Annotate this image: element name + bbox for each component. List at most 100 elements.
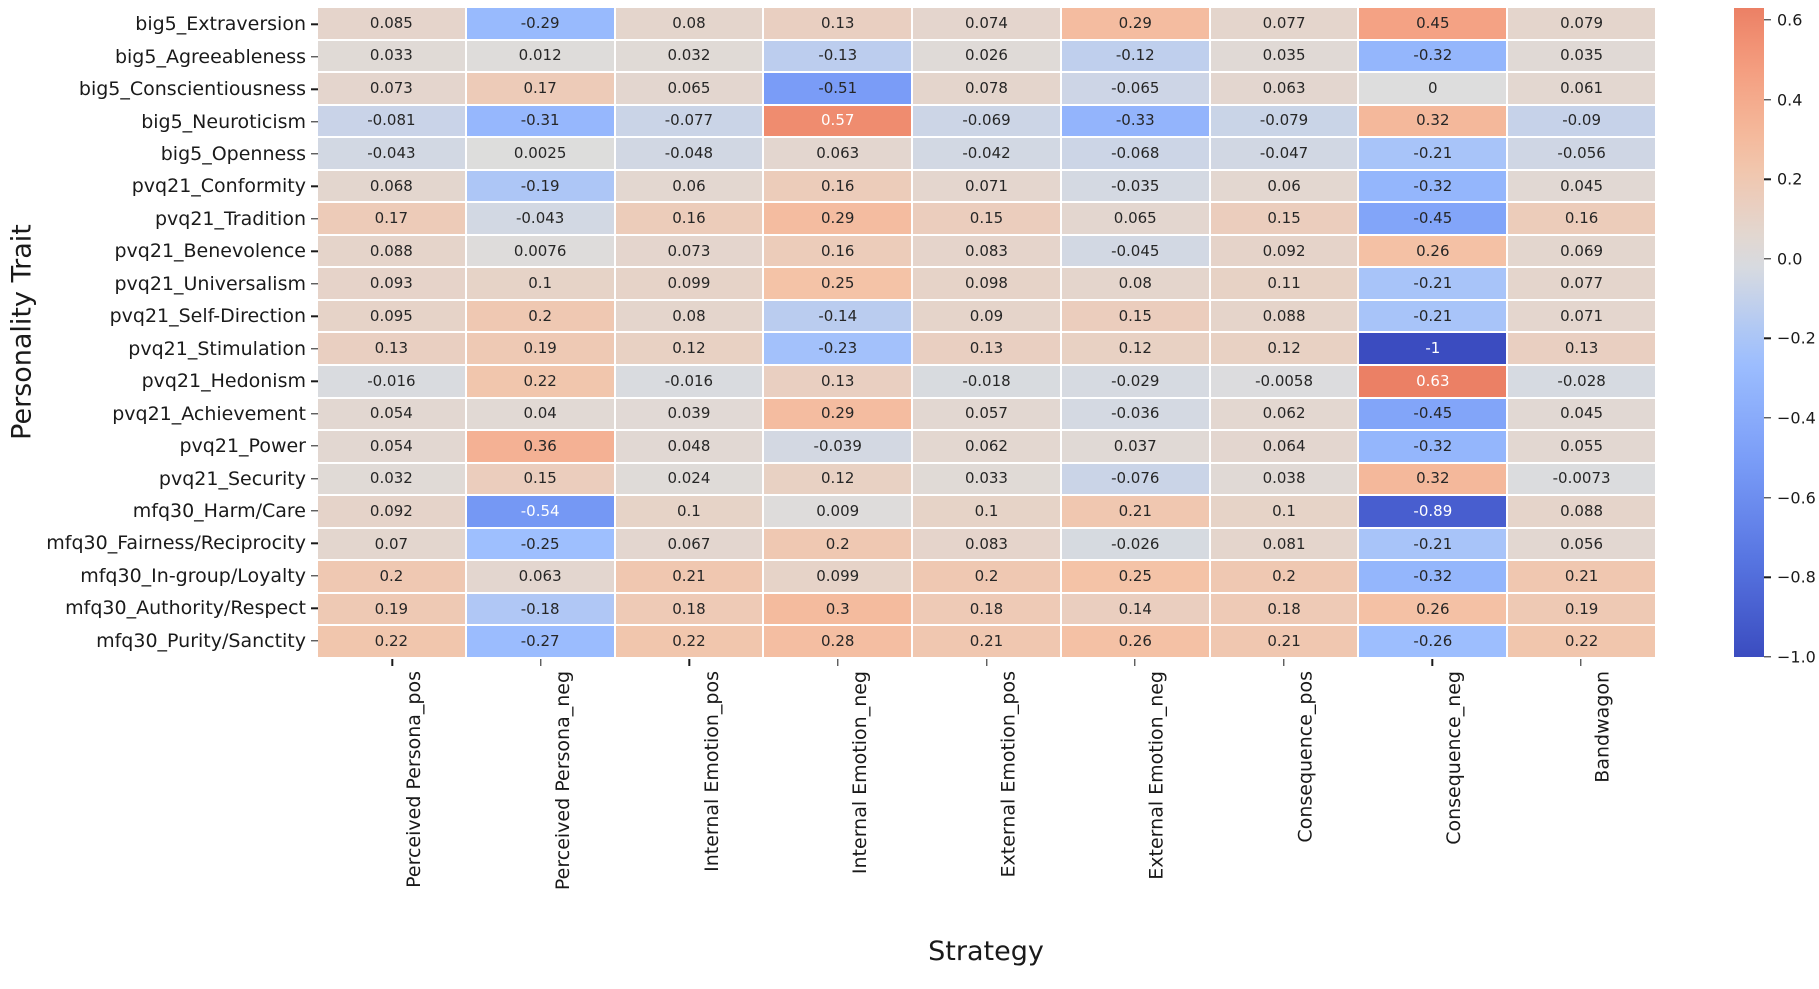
cell-value: -0.21: [1413, 306, 1453, 325]
cell-value: -0.21: [1413, 274, 1453, 293]
y-tick-mark: [311, 412, 318, 415]
y-tick-mark: [311, 510, 318, 512]
heatmap-cell: -0.21: [1359, 268, 1507, 299]
cell-value: 0.07: [374, 534, 409, 553]
heatmap-cell: 0.25: [1061, 561, 1209, 592]
x-tick-label: Consequence_pos: [1294, 671, 1317, 843]
heatmap-cell: -0.19: [466, 170, 614, 202]
cell-value: -0.016: [367, 371, 416, 390]
y-tick-label: pvq21_Tradition: [154, 207, 306, 230]
heatmap-cell: 0.29: [764, 203, 912, 234]
cell-value: 0.065: [1113, 209, 1157, 228]
y-tick-mark: [311, 88, 318, 90]
heatmap-cell: -0.32: [1359, 40, 1507, 72]
cell-value: 0.19: [374, 599, 409, 618]
heatmap-cell: 0.08: [615, 300, 763, 332]
cell-value: -0.056: [1557, 143, 1606, 162]
heatmap-cell: 0.048: [615, 431, 763, 462]
y-tick-mark: [311, 218, 318, 220]
cell-value: 0.035: [1560, 46, 1604, 65]
heatmap-cell: 0.071: [1508, 300, 1655, 332]
heatmap-cell: 0.06: [615, 170, 763, 202]
cell-value: 0: [1428, 78, 1438, 97]
y-tick-label: big5_Conscientiousness: [78, 78, 306, 101]
y-tick-label: pvq21_Achievement: [112, 402, 306, 425]
heatmap-cell: -0.51: [764, 73, 912, 104]
cell-value: 0.026: [965, 46, 1008, 65]
cell-value: 0.09: [969, 306, 1004, 325]
heatmap-cell: 0.18: [615, 593, 763, 625]
heatmap-cell: 0.045: [1508, 170, 1655, 202]
heatmap-cell: -0.31: [466, 105, 614, 137]
cell-value: 0.08: [672, 13, 706, 32]
heatmap-cell: 0.063: [466, 561, 614, 592]
cell-value: 0.085: [369, 13, 413, 32]
x-tick-mark: [688, 659, 691, 666]
y-tick-label: mfq30_Authority/Respect: [65, 597, 306, 620]
heatmap-cell: 0.15: [1210, 203, 1358, 234]
heatmap: 0.085 -0.29 0.08 0.13 0.074 0.29 0.077 0.45 0.07…: [318, 8, 1655, 657]
y-tick-mark: [311, 380, 318, 382]
heatmap-cell: -0.043: [466, 203, 614, 234]
heatmap-cell: 0: [1359, 73, 1507, 104]
y-tick-label: pvq21_Conformity: [131, 175, 306, 198]
heatmap-cell: -0.45: [1359, 203, 1507, 234]
cell-value: 0.048: [667, 436, 711, 455]
x-tick-label: Perceived Persona_neg: [551, 671, 574, 891]
heatmap-cell: -0.026: [1061, 528, 1209, 560]
cell-value: -0.51: [818, 78, 858, 97]
cell-value: -0.31: [520, 111, 560, 130]
cell-value: 0.08: [672, 306, 706, 325]
heatmap-cell: 0.077: [1210, 8, 1358, 39]
cell-value: 0.28: [821, 632, 855, 651]
y-tick-label: mfq30_Purity/Sanctity: [96, 629, 306, 652]
heatmap-cell: 0.033: [913, 463, 1060, 495]
heatmap-cell: -0.056: [1508, 138, 1655, 169]
cell-value: -0.09: [1562, 111, 1601, 130]
x-tick-mark: [1282, 659, 1285, 666]
heatmap-cell: -0.028: [1508, 366, 1655, 397]
heatmap-cell: 0.064: [1210, 431, 1358, 462]
cell-value: -0.016: [664, 371, 714, 390]
heatmap-cell: 0.2: [1210, 561, 1358, 592]
colorbar-tick-label: 0.0: [1777, 249, 1803, 269]
heatmap-cell: -0.047: [1210, 138, 1358, 169]
x-tick-mark: [985, 659, 988, 666]
cell-value: 0.04: [523, 404, 557, 423]
cell-value: 0.26: [1416, 241, 1450, 260]
heatmap-cell: 0.21: [913, 626, 1060, 657]
heatmap-cell: 0.63: [1359, 366, 1507, 397]
x-tick-label: Perceived Persona_pos: [403, 671, 426, 888]
heatmap-cell: 0.085: [318, 8, 465, 39]
heatmap-cell: 0.078: [913, 73, 1060, 104]
y-tick-label: pvq21_Universalism: [114, 272, 306, 295]
heatmap-cell: -0.54: [466, 496, 614, 527]
cell-value: -0.33: [1115, 111, 1155, 130]
cell-value: 0.19: [1564, 599, 1599, 618]
y-tick-label: pvq21_Security: [158, 467, 306, 490]
cell-value: 0.033: [369, 46, 413, 65]
x-tick-label: External Emotion_pos: [997, 671, 1020, 878]
heatmap-cell: -0.016: [615, 366, 763, 397]
cell-value: 0.079: [1560, 13, 1604, 32]
heatmap-cell: -0.018: [913, 366, 1060, 397]
y-tick-mark: [311, 283, 318, 285]
cell-value: 0.063: [518, 567, 562, 586]
cell-value: -0.076: [1111, 469, 1160, 488]
heatmap-cell: -0.079: [1210, 105, 1358, 137]
heatmap-cell: 0.19: [318, 593, 465, 625]
cell-value: 0.073: [369, 78, 413, 97]
x-tick-mark: [540, 659, 542, 666]
y-tick-mark: [311, 153, 318, 155]
heatmap-cell: 0.073: [615, 235, 763, 267]
colorbar-tick-mark: [1764, 656, 1771, 658]
cell-value: 0.2: [379, 567, 404, 586]
cell-value: -0.045: [1111, 241, 1160, 260]
heatmap-cell: 0.08: [1061, 268, 1209, 299]
cell-value: 0.033: [965, 469, 1008, 488]
heatmap-cell: 0.083: [913, 235, 1060, 267]
cell-value: -0.0073: [1552, 469, 1611, 488]
heatmap-cell: 0.2: [764, 528, 912, 560]
cell-value: 0.092: [369, 502, 413, 521]
colorbar-tick-mark: [1764, 417, 1771, 419]
